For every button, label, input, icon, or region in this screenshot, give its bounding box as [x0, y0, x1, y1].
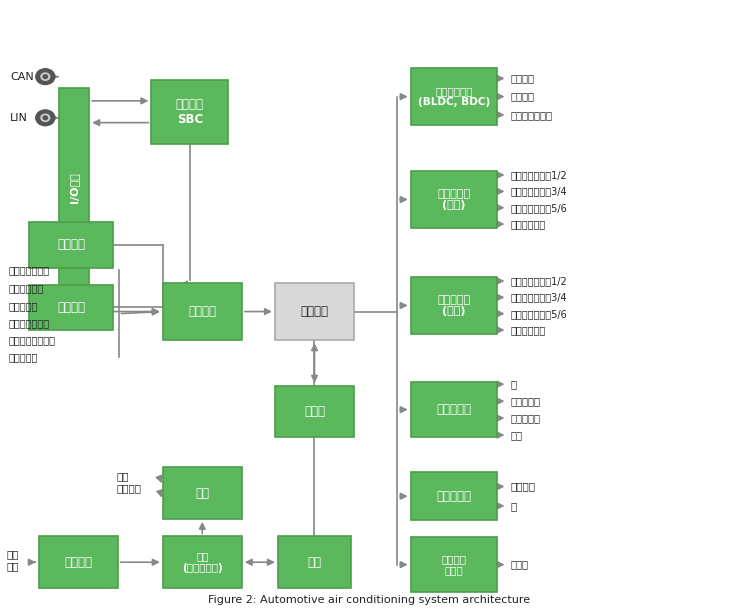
- Text: 水阀: 水阀: [511, 430, 522, 440]
- Text: 热传感器: 热传感器: [57, 301, 85, 314]
- Circle shape: [43, 116, 47, 120]
- Text: 蒸发器传感器: 蒸发器传感器: [9, 284, 44, 293]
- FancyArrowPatch shape: [312, 333, 317, 340]
- FancyBboxPatch shape: [411, 382, 497, 437]
- Text: 电源保护: 电源保护: [64, 556, 92, 569]
- Text: 智能高端
驱动器: 智能高端 驱动器: [441, 554, 466, 576]
- FancyBboxPatch shape: [275, 386, 354, 437]
- Text: 控制面板: 控制面板: [57, 238, 85, 252]
- FancyBboxPatch shape: [29, 285, 113, 330]
- Circle shape: [35, 69, 55, 84]
- Text: 辅助水泵: 辅助水泵: [511, 481, 535, 491]
- FancyBboxPatch shape: [411, 538, 497, 592]
- Text: 电压: 电压: [7, 561, 19, 571]
- FancyArrowPatch shape: [92, 98, 146, 104]
- FancyArrowPatch shape: [94, 120, 149, 125]
- Text: 灯: 灯: [511, 501, 517, 511]
- Text: I/O保护: I/O保护: [69, 172, 79, 203]
- Text: 前鼓风机: 前鼓风机: [511, 73, 534, 84]
- FancyBboxPatch shape: [163, 283, 242, 340]
- FancyArrowPatch shape: [157, 475, 162, 481]
- Text: 冷凝器冷却风扇: 冷凝器冷却风扇: [511, 110, 552, 120]
- Text: 进气压力传感器: 进气压力传感器: [9, 318, 50, 328]
- FancyArrowPatch shape: [312, 345, 317, 381]
- FancyBboxPatch shape: [411, 277, 497, 334]
- Circle shape: [41, 114, 50, 122]
- Text: 风门片步进电机5/6: 风门片步进电机5/6: [511, 203, 567, 213]
- Text: 开关: 开关: [117, 471, 129, 481]
- Text: 后窗除雾器: 后窗除雾器: [511, 413, 540, 423]
- FancyArrowPatch shape: [51, 115, 58, 120]
- Text: 收发器或
SBC: 收发器或 SBC: [176, 98, 204, 126]
- FancyArrowPatch shape: [77, 309, 158, 314]
- FancyBboxPatch shape: [163, 536, 242, 588]
- Text: 电机驱动器
(半桥): 电机驱动器 (半桥): [437, 295, 471, 316]
- Text: 风门片直流电机3/4: 风门片直流电机3/4: [511, 292, 567, 302]
- Text: 后鼓风机: 后鼓风机: [511, 92, 534, 101]
- FancyArrowPatch shape: [51, 74, 58, 79]
- Circle shape: [35, 110, 55, 126]
- Text: 稳压
(线性，开关): 稳压 (线性，开关): [182, 551, 222, 573]
- FancyBboxPatch shape: [29, 222, 113, 268]
- Text: 压缩机: 压缩机: [511, 560, 528, 569]
- Text: LIN: LIN: [10, 113, 28, 123]
- FancyBboxPatch shape: [275, 283, 354, 340]
- Text: 电机驱动器
(步进): 电机驱动器 (步进): [437, 189, 471, 210]
- Text: 风门片直流电机5/6: 风门片直流电机5/6: [511, 309, 567, 319]
- Text: 低端驱动器: 低端驱动器: [436, 489, 471, 503]
- FancyBboxPatch shape: [163, 467, 242, 519]
- Text: Figure 2: Automotive air conditioning system architecture: Figure 2: Automotive air conditioning sy…: [208, 595, 531, 605]
- Text: 信号调理: 信号调理: [188, 305, 217, 318]
- Text: 风门片步进电机3/4: 风门片步进电机3/4: [511, 186, 567, 196]
- FancyArrowPatch shape: [247, 560, 273, 565]
- Text: 高端驱动器: 高端驱动器: [436, 403, 471, 416]
- FancyArrowPatch shape: [166, 281, 188, 295]
- FancyBboxPatch shape: [151, 80, 228, 144]
- FancyBboxPatch shape: [411, 68, 497, 125]
- Circle shape: [43, 75, 47, 78]
- Text: 进气步进电机: 进气步进电机: [511, 219, 545, 229]
- Text: 唤醒: 唤醒: [195, 487, 209, 500]
- Text: 灯: 灯: [511, 379, 517, 389]
- FancyBboxPatch shape: [58, 87, 89, 287]
- FancyArrowPatch shape: [29, 560, 35, 565]
- FancyBboxPatch shape: [38, 536, 118, 588]
- Text: 风门片直流电机1/2: 风门片直流电机1/2: [511, 276, 567, 286]
- Text: 空气质量传感器: 空气质量传感器: [9, 265, 50, 276]
- Text: 进气直流电机: 进气直流电机: [511, 325, 545, 335]
- FancyArrowPatch shape: [120, 560, 158, 565]
- Text: CAN: CAN: [10, 71, 34, 82]
- Text: 微控制器: 微控制器: [301, 305, 329, 318]
- FancyBboxPatch shape: [411, 171, 497, 229]
- Text: 阳光传感器: 阳光传感器: [9, 301, 38, 311]
- Text: 点火开关: 点火开关: [117, 483, 141, 493]
- Text: 监控: 监控: [307, 556, 321, 569]
- FancyArrowPatch shape: [200, 524, 205, 533]
- Text: 湿度传感器: 湿度传感器: [9, 352, 38, 362]
- FancyBboxPatch shape: [278, 536, 351, 588]
- FancyArrowPatch shape: [245, 309, 270, 314]
- Text: 电位计进气传感器: 电位计进气传感器: [9, 335, 55, 345]
- Text: 风门片步进电机1/2: 风门片步进电机1/2: [511, 170, 567, 180]
- FancyArrowPatch shape: [157, 490, 163, 496]
- Text: 输入: 输入: [7, 549, 19, 558]
- FancyArrowPatch shape: [121, 309, 158, 315]
- Circle shape: [41, 73, 50, 80]
- FancyBboxPatch shape: [411, 472, 497, 521]
- Text: 阳光传感器: 阳光传感器: [511, 396, 540, 406]
- Text: 电机预驱动器
(BLDC, BDC): 电机预驱动器 (BLDC, BDC): [418, 86, 490, 108]
- Text: 存储器: 存储器: [304, 405, 325, 418]
